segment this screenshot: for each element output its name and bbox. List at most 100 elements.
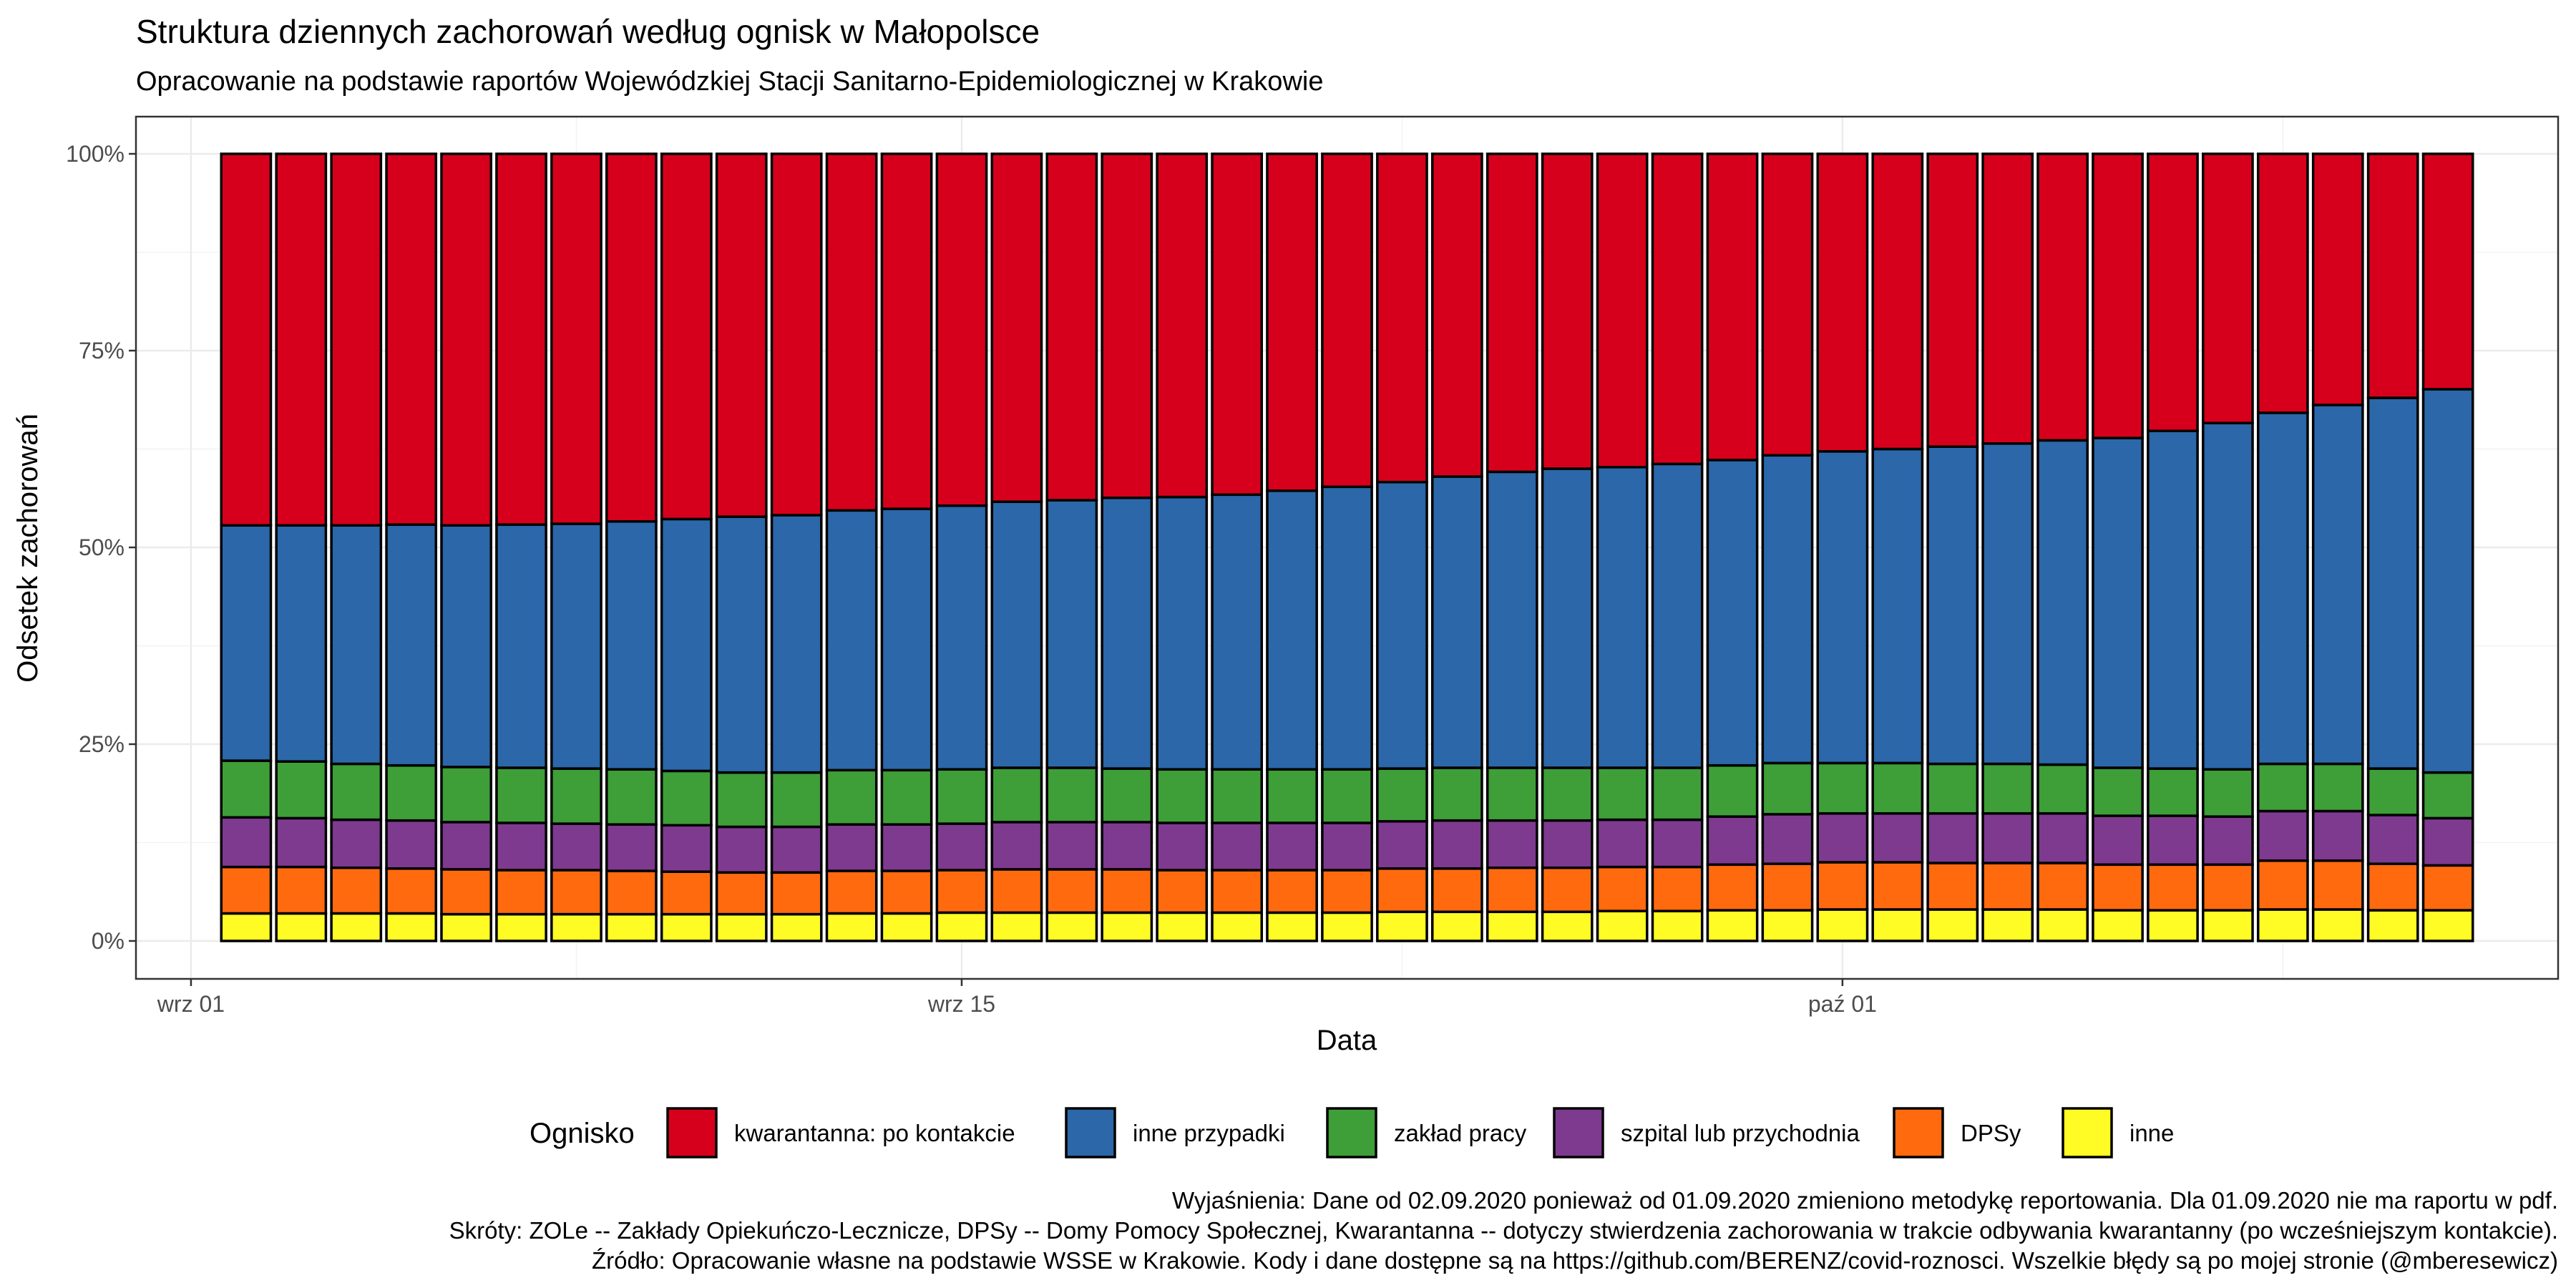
legend-label-szpital: szpital lub przychodnia: [1621, 1120, 1860, 1146]
y-tick-label: 25%: [79, 731, 125, 757]
bar-segment-inne: [1430, 910, 1483, 942]
bar-segment-inne: [1706, 909, 1759, 942]
bar-segment-inne: [275, 912, 328, 942]
bar-segment-szpital: [935, 822, 988, 872]
bar-segment-szpital: [495, 821, 547, 872]
y-tick-label: 0%: [92, 928, 125, 954]
bar-segment-szpital: [990, 821, 1043, 871]
bar-segment-inne_przypadki: [2147, 429, 2199, 770]
bar-segment-inne_przypadki: [220, 524, 273, 762]
bar-segment-dpsy: [770, 871, 823, 916]
bar-segment-dpsy: [605, 869, 658, 916]
bar-segment-inne: [605, 912, 658, 942]
bar-segment-dpsy: [880, 869, 933, 915]
bar-segment-kwarantanna: [2311, 152, 2364, 406]
bar-segment-szpital: [1871, 812, 1924, 864]
bar-segment-inne_przypadki: [440, 524, 492, 769]
bar-segment-szpital: [385, 819, 438, 870]
bar-segment-inne: [935, 911, 988, 942]
bar-segment-inne: [1871, 908, 1924, 942]
bar-segment-inne: [825, 912, 878, 942]
bar-segment-dpsy: [1156, 869, 1209, 914]
bar-segment-szpital: [1430, 819, 1483, 870]
bar-segment-zaklad_pracy: [935, 768, 988, 825]
bar-segment-kwarantanna: [385, 152, 438, 526]
bar-segment-szpital: [880, 823, 933, 872]
bar-segment-inne: [1045, 911, 1098, 942]
bar-segment-inne_przypadki: [330, 524, 383, 766]
bar-segment-inne: [1485, 910, 1538, 942]
bar-segment-zaklad_pracy: [1871, 761, 1924, 815]
bar-segment-kwarantanna: [1706, 152, 1759, 462]
bar-segment-zaklad_pracy: [825, 769, 878, 826]
bar-segment-zaklad_pracy: [2421, 771, 2474, 820]
bar-segment-kwarantanna: [605, 152, 658, 523]
bar-segment-inne_przypadki: [1706, 459, 1759, 767]
bar-segment-inne_przypadki: [550, 522, 602, 770]
bar-segment-kwarantanna: [1541, 152, 1594, 470]
bar-segment-inne_przypadki: [1376, 480, 1428, 770]
bar-segment-szpital: [1541, 819, 1594, 869]
bar-segment-szpital: [660, 824, 713, 873]
bar-segment-zaklad_pracy: [440, 766, 492, 824]
bar-segment-zaklad_pracy: [1761, 761, 1814, 816]
bar-segment-kwarantanna: [2421, 152, 2474, 391]
bar-segment-inne_przypadki: [2311, 404, 2364, 766]
chart-title: Struktura dziennych zachorowań według og…: [136, 13, 1040, 50]
bar-segment-dpsy: [2147, 863, 2199, 912]
bar-segment-inne: [1211, 911, 1264, 942]
y-tick-label: 100%: [66, 141, 125, 167]
bar-segment-kwarantanna: [550, 152, 602, 525]
bar-segment-inne_przypadki: [1156, 495, 1209, 771]
bar-segment-zaklad_pracy: [880, 769, 933, 826]
bar-segment-szpital: [825, 823, 878, 872]
bar-segment-kwarantanna: [1430, 152, 1483, 478]
bar-segment-zaklad_pracy: [605, 768, 658, 826]
legend-label-inne: inne: [2129, 1120, 2174, 1146]
bar-segment-inne_przypadki: [495, 523, 547, 769]
bar-segment-dpsy: [1871, 861, 1924, 911]
bar-segment-kwarantanna: [2202, 152, 2254, 424]
bar-segment-szpital: [1321, 821, 1373, 872]
bar-segment-szpital: [1211, 821, 1264, 872]
bar-segment-szpital: [1045, 821, 1098, 871]
y-tick-label: 50%: [79, 535, 125, 560]
bar-segment-inne_przypadki: [1045, 499, 1098, 769]
bar-segment-inne_przypadki: [385, 523, 438, 767]
bar-segment-dpsy: [1706, 863, 1759, 912]
bar-segment-kwarantanna: [825, 152, 878, 512]
bar-segment-inne: [2092, 909, 2144, 942]
bar-segment-inne: [2202, 909, 2254, 942]
bar-segment-zaklad_pracy: [2366, 767, 2419, 816]
bar-segment-inne_przypadki: [1596, 466, 1649, 769]
bar-segment-szpital: [1101, 821, 1153, 871]
bar-segment-inne_przypadki: [1926, 445, 1979, 766]
bar-segment-dpsy: [2036, 862, 2089, 911]
bar-segment-dpsy: [1321, 869, 1373, 914]
bar-segment-kwarantanna: [330, 152, 383, 527]
bar-segment-inne: [1981, 908, 2034, 942]
bar-segment-dpsy: [385, 867, 438, 915]
x-tick-label: wrz 15: [927, 991, 995, 1017]
x-axis-title: Data: [1317, 1025, 1377, 1056]
bar-segment-inne: [2147, 909, 2199, 942]
bar-segment-zaklad_pracy: [550, 767, 602, 825]
bar-segment-szpital: [2036, 812, 2089, 864]
bar-segment-zaklad_pracy: [1596, 766, 1649, 821]
legend-key-szpital: [1553, 1107, 1604, 1158]
legend-key-dpsy: [1893, 1107, 1944, 1158]
bar-segment-inne: [2366, 909, 2419, 942]
bar-segment-szpital: [1926, 812, 1979, 864]
bar-segment-zaklad_pracy: [275, 760, 328, 820]
bar-segment-kwarantanna: [1101, 152, 1153, 499]
bar-segment-dpsy: [1211, 869, 1264, 914]
bar-segment-kwarantanna: [935, 152, 988, 507]
bar-segment-kwarantanna: [660, 152, 713, 521]
bar-segment-inne: [990, 911, 1043, 942]
bar-segment-inne_przypadki: [935, 504, 988, 771]
bar-segment-szpital: [2092, 814, 2144, 867]
bar-segment-zaklad_pracy: [1321, 768, 1373, 824]
bar-segment-dpsy: [1485, 866, 1538, 914]
bar-segment-kwarantanna: [1761, 152, 1814, 457]
bar-segment-szpital: [1156, 821, 1209, 872]
